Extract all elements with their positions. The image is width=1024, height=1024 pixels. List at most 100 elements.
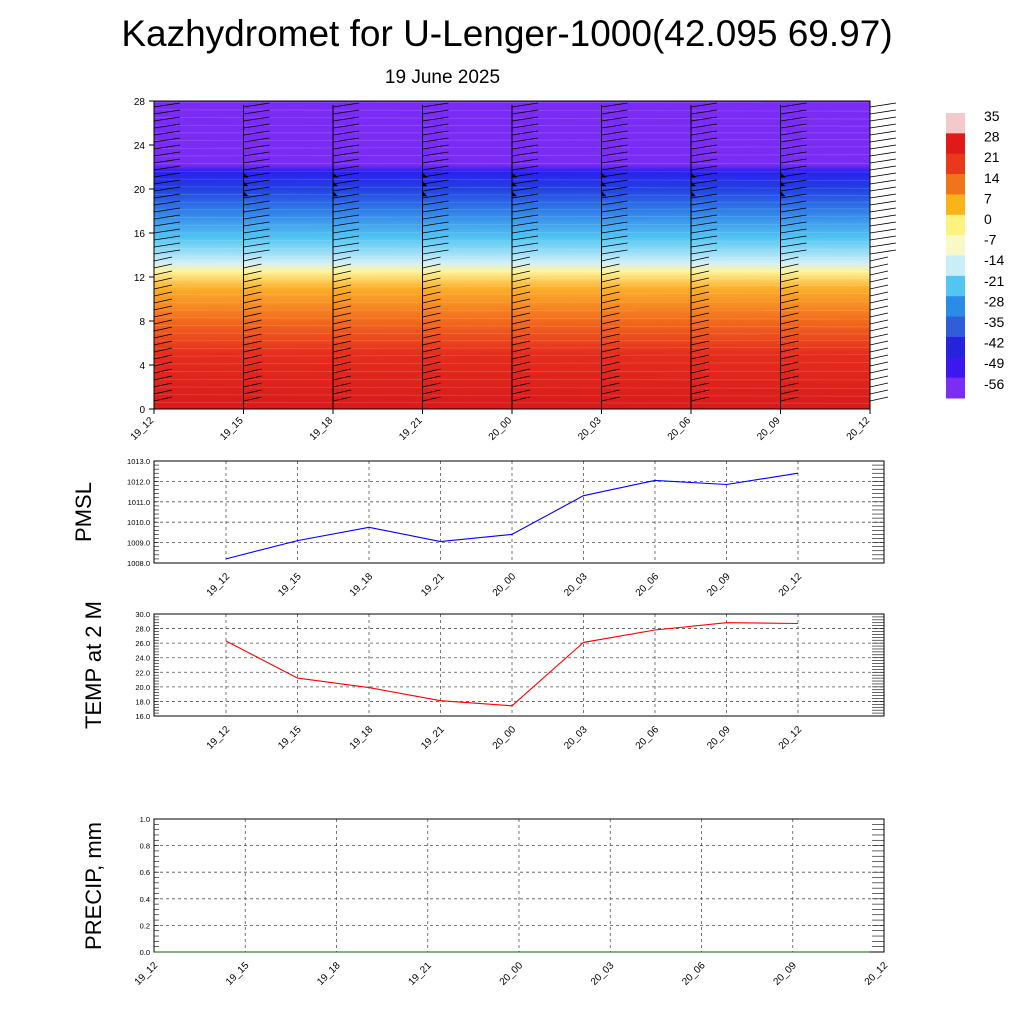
wind-barb	[153, 102, 181, 108]
wind-barb	[153, 242, 181, 248]
wind-barb	[243, 186, 270, 192]
wind-barb	[511, 179, 539, 185]
wind-barb	[153, 382, 173, 388]
x-tick-label: 20_09	[705, 724, 733, 752]
wind-barb	[332, 214, 360, 220]
wind-barb	[422, 305, 441, 311]
wind-barb	[690, 109, 718, 115]
wind-barb	[422, 263, 441, 269]
panel-frame	[153, 460, 885, 564]
contour-line	[153, 101, 871, 103]
wind-barb	[601, 277, 620, 283]
x-tick-label: 20_06	[634, 571, 662, 599]
series-line	[225, 472, 799, 560]
wind-barb	[601, 368, 620, 374]
x-tick-label: 20_03	[562, 724, 590, 752]
wind-barb	[332, 347, 352, 353]
wind-barb	[869, 249, 897, 255]
x-tick-label: 19_18	[315, 960, 343, 988]
x-tick-label: 20_12	[777, 571, 805, 599]
wind-pennant	[512, 191, 517, 197]
wind-barb	[332, 305, 352, 311]
wind-barb	[869, 382, 889, 388]
wind-barb	[511, 354, 531, 360]
wind-barb	[511, 333, 531, 339]
y-tick-label: 16.0	[135, 712, 150, 721]
wind-barb	[153, 172, 181, 178]
wind-barb	[690, 389, 710, 395]
wind-barb	[601, 200, 628, 206]
wind-barb	[332, 256, 352, 262]
wind-barb	[690, 284, 710, 290]
wind-barb	[153, 200, 181, 206]
wind-barb	[243, 319, 262, 325]
wind-barb	[511, 235, 539, 241]
wind-barb	[690, 200, 718, 206]
wind-barb	[153, 123, 181, 129]
wind-barb	[422, 130, 449, 136]
wind-barb	[332, 165, 360, 171]
wind-barb	[243, 333, 262, 339]
x-tick-label: 19_21	[397, 415, 425, 443]
wind-barb	[243, 284, 262, 290]
wind-barb	[153, 263, 173, 269]
wind-barb	[332, 235, 360, 241]
wind-barb	[422, 158, 449, 164]
wind-barb	[422, 326, 441, 332]
y-tick-label: 30.0	[135, 610, 150, 619]
heatmap-panel: 0 4 8 12 16 20 24 28 19_12 19_15 19_18 19_21 20_00 20…	[129, 97, 897, 443]
wind-barb	[511, 375, 531, 381]
colorbar-swatch	[946, 113, 965, 134]
wind-barb	[601, 207, 628, 213]
wind-barb	[780, 242, 807, 248]
wind-barb	[422, 221, 449, 227]
colorbar-swatch	[946, 316, 965, 338]
wind-barb	[511, 305, 531, 311]
series-line	[225, 622, 799, 707]
wind-barb	[511, 221, 539, 227]
wind-barb	[332, 368, 352, 374]
wind-barb	[690, 123, 718, 129]
x-tick-label: 20_12	[777, 724, 805, 752]
wind-barb	[780, 312, 799, 318]
wind-barb	[869, 123, 897, 129]
wind-barb	[153, 249, 181, 255]
wind-barb	[422, 123, 449, 129]
wind-barb	[332, 249, 360, 255]
y-tick-label: 18.0	[135, 697, 150, 706]
wind-barb	[511, 249, 539, 255]
y-tick-label: 16	[134, 229, 146, 240]
wind-barb	[780, 102, 807, 108]
wind-barb	[422, 333, 441, 339]
wind-barb	[332, 382, 352, 388]
wind-barb	[422, 109, 449, 115]
wind-barb	[511, 263, 531, 269]
wind-barb	[332, 179, 360, 185]
wind-barb	[780, 333, 799, 339]
colorbar-swatch	[946, 214, 965, 236]
wind-barb	[690, 221, 718, 227]
wind-barb	[422, 298, 441, 304]
wind-barb	[332, 333, 352, 339]
wind-barb	[601, 151, 628, 157]
wind-barb	[690, 116, 718, 122]
wind-barb	[511, 102, 539, 108]
y-tick-label: 24	[134, 141, 146, 152]
wind-barb	[243, 144, 270, 150]
wind-barb	[243, 235, 270, 241]
wind-barb	[243, 116, 270, 122]
colorbar-label: -28	[984, 293, 1004, 309]
wind-barb	[869, 326, 889, 332]
wind-barb	[869, 368, 889, 374]
wind-pennant	[243, 191, 249, 197]
wind-barb	[601, 144, 628, 150]
wind-barb	[869, 186, 897, 192]
wind-barb	[332, 242, 360, 248]
wind-barb	[601, 347, 620, 353]
wind-barb	[511, 312, 531, 318]
wind-barb	[869, 319, 889, 325]
colorbar-label: 7	[984, 190, 992, 206]
wind-barb	[332, 116, 360, 122]
wind-barb	[153, 333, 173, 339]
x-tick-label: 19_15	[224, 960, 252, 988]
